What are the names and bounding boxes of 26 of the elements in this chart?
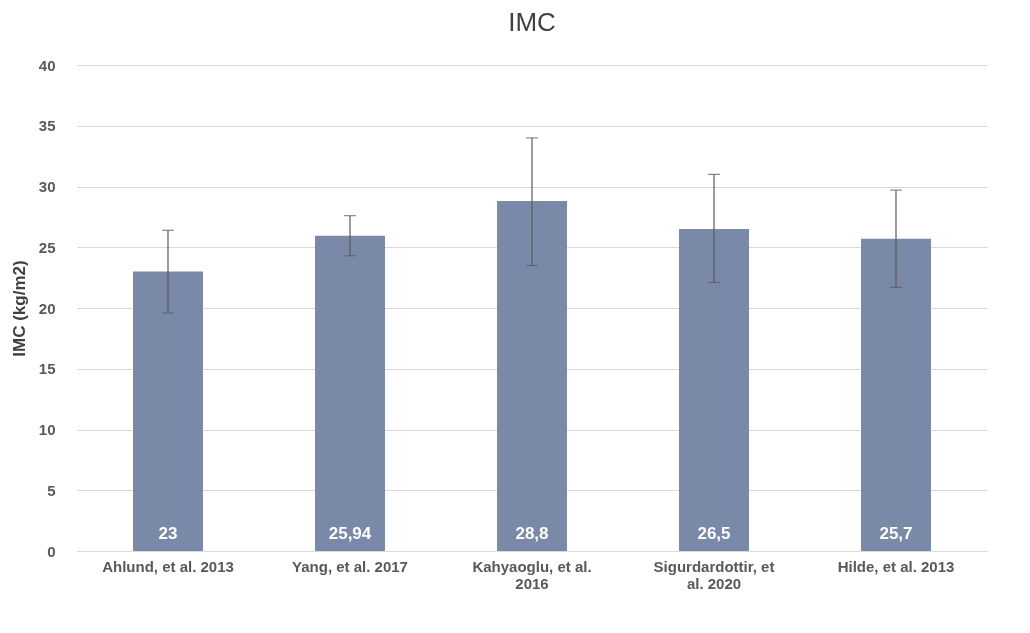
data-label: 25,94 [328,524,372,543]
y-tick-label: 20 [38,299,56,317]
y-tick-label: 30 [38,178,56,195]
y-axis-title: IMC (kg/m2) [9,260,29,357]
x-tick-label: Kahyaoglu, et al. 2016 [472,557,592,592]
y-tick-label: 25 [38,238,56,256]
x-tick-label: Ahlund, et al. 2013 [102,557,234,575]
bar [133,271,203,551]
bar [315,235,385,551]
data-label: 28,8 [515,524,549,543]
bar [861,238,931,551]
x-tick-label: Hilde, et al. 2013 [837,557,955,575]
x-tick-label: Yang, et al. 2017 [292,557,408,575]
x-tick-label: Sigurdardottir, et al. 2020 [653,557,775,592]
data-label: 23 [158,524,178,543]
bar [679,229,749,551]
y-tick-label: 5 [47,481,56,499]
y-tick-label: 40 [38,56,56,74]
y-tick-label: 0 [47,542,56,560]
y-tick-label: 15 [38,360,56,378]
data-label: 25,7 [879,524,913,543]
data-label: 26,5 [697,524,731,543]
bar [497,201,567,551]
y-tick-label: 35 [38,117,56,135]
y-tick-label: 10 [38,421,56,438]
chart-title: IMC [508,7,556,37]
